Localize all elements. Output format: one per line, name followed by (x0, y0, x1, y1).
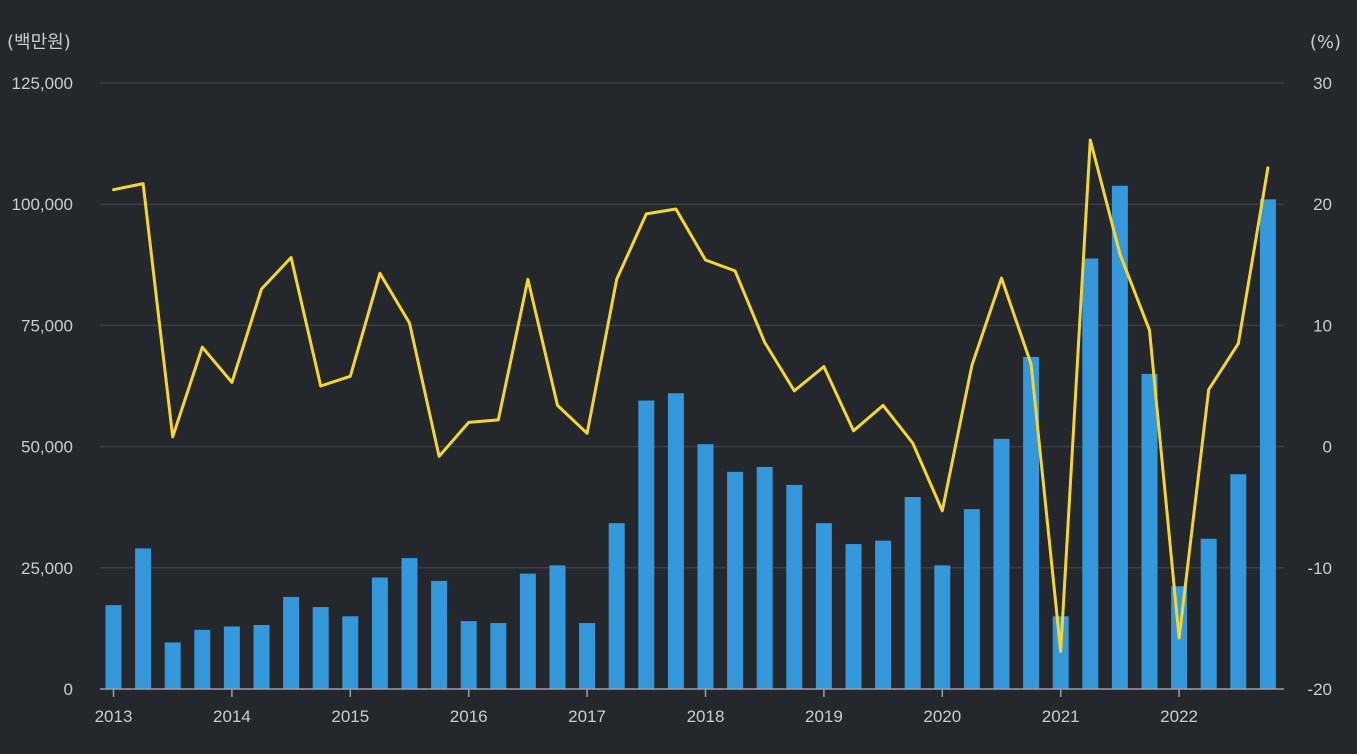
x-tick-label: 2013 (95, 707, 133, 726)
right-tick-label: 0 (1323, 438, 1332, 457)
bar (934, 565, 951, 689)
bar-series (105, 185, 1276, 690)
bar (786, 484, 803, 689)
left-tick-label: 25,000 (21, 559, 73, 578)
bar (1230, 474, 1247, 689)
bar (342, 616, 359, 689)
x-tick-label: 2021 (1042, 707, 1080, 726)
x-tick-label: 2020 (923, 707, 961, 726)
bar (431, 580, 448, 689)
bar (223, 626, 240, 689)
x-tick-label: 2017 (568, 707, 606, 726)
bar (401, 558, 418, 689)
bar (727, 471, 744, 689)
bar (135, 548, 152, 689)
x-axis-ticks: 2013 2014 2015 2016 2017 2018 2019 2020 2021 2022 (95, 689, 1198, 726)
left-tick-label: 0 (64, 680, 73, 699)
left-tick-label: 100,000 (12, 195, 73, 214)
bar (194, 629, 211, 689)
bar (371, 577, 388, 689)
bar (579, 623, 596, 689)
bar (312, 607, 329, 689)
bar (697, 444, 714, 689)
bar (638, 400, 655, 689)
right-tick-label: -20 (1307, 680, 1332, 699)
bar (1259, 199, 1276, 690)
x-tick-label: 2016 (450, 707, 488, 726)
x-tick-label: 2014 (213, 707, 251, 726)
left-tick-label: 75,000 (21, 316, 73, 335)
bar (105, 605, 122, 689)
bar (756, 466, 773, 689)
bar (519, 573, 536, 689)
bar (963, 509, 980, 689)
bar (608, 523, 625, 689)
x-tick-label: 2018 (687, 707, 725, 726)
right-tick-label: 30 (1313, 74, 1332, 93)
left-axis-tick-labels: 0 25,000 50,000 75,000 100,000 125,000 (12, 74, 73, 699)
x-tick-label: 2019 (805, 707, 843, 726)
bar (993, 438, 1010, 689)
bar (667, 393, 684, 689)
bar (549, 565, 566, 689)
x-tick-label: 2015 (331, 707, 369, 726)
left-tick-label: 125,000 (12, 74, 73, 93)
right-tick-label: 10 (1313, 316, 1332, 335)
bar (1141, 373, 1158, 689)
bar (904, 497, 921, 689)
line-series (112, 138, 1270, 653)
bar (875, 540, 892, 689)
bar (1023, 356, 1040, 689)
right-axis-tick-labels: -20 -10 0 10 20 30 (1307, 74, 1332, 699)
right-tick-label: -10 (1307, 559, 1332, 578)
bar (460, 621, 477, 689)
x-tick-label: 2022 (1160, 707, 1198, 726)
bar (1082, 258, 1099, 689)
left-axis-unit: (백만원) (7, 32, 71, 53)
bar (815, 523, 832, 689)
right-axis-unit: (%) (1310, 32, 1341, 53)
bar (164, 642, 181, 689)
bar (845, 544, 862, 689)
bar (1200, 538, 1217, 689)
bar (1111, 185, 1128, 690)
bar (253, 625, 270, 689)
left-tick-label: 50,000 (21, 438, 73, 457)
right-tick-label: 20 (1313, 195, 1332, 214)
bar (490, 623, 507, 689)
bar (283, 596, 300, 689)
